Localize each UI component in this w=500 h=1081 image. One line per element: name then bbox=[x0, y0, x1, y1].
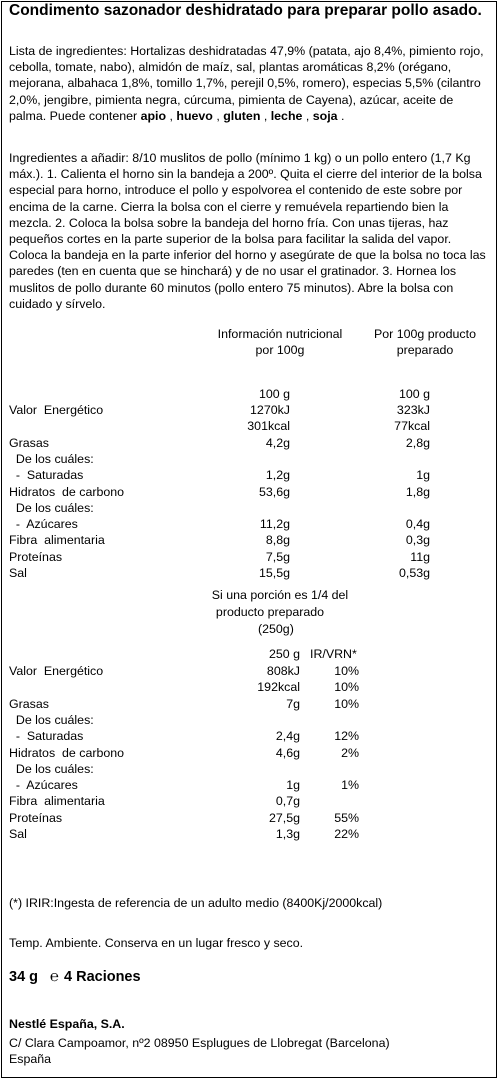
nutrient-value-col2: 323kJ bbox=[396, 403, 430, 417]
table2-header-line1: Si una porción es 1/4 del bbox=[211, 588, 349, 602]
nutrient-value-col1: 0,7g bbox=[275, 794, 300, 809]
nutrient-label: Fibra alimentaria bbox=[9, 794, 105, 809]
preparation-instructions: Ingredientes a añadir: 8/10 muslitos de … bbox=[9, 151, 486, 311]
nutrient-value-col1: 4,2g bbox=[265, 435, 290, 450]
nutrient-label: Grasas bbox=[9, 435, 49, 450]
nutrient-label: - Saturadas bbox=[9, 468, 84, 483]
nutrient-value-col2: 12% bbox=[334, 729, 359, 744]
nutrient-value-col2: 2% bbox=[341, 745, 359, 760]
net-weight: 34 g bbox=[9, 969, 39, 985]
nutrient-value-col2: 1% bbox=[341, 778, 359, 793]
company-address-line2: España bbox=[9, 1052, 52, 1066]
table2-header-line3: (250g) bbox=[258, 622, 294, 636]
nutrient-value-col1: 192kcal bbox=[257, 680, 300, 695]
nutrient-label: Valor Energético bbox=[9, 664, 104, 678]
storage-note: Temp. Ambiente. Conserva en un lugar fre… bbox=[9, 936, 304, 950]
nutrient-value-col1: 2,4g bbox=[275, 729, 300, 744]
nutrient-value-col2: 11g bbox=[410, 549, 430, 564]
ingredients-list: Lista de ingredientes: Hortalizas deshid… bbox=[9, 44, 484, 123]
nutrient-label: De los cuáles: bbox=[9, 451, 94, 466]
nutrient-value-col2: 10% bbox=[334, 680, 359, 695]
portions: 4 Raciones bbox=[64, 969, 141, 985]
nutrient-label: - Saturadas bbox=[9, 729, 84, 744]
estimated-sign: ℮ bbox=[50, 968, 60, 985]
table2-basis-col1: 250 g bbox=[268, 647, 300, 661]
nutrient-label: De los cuáles: bbox=[9, 712, 94, 727]
company-name: Nestlé España, S.A. bbox=[9, 1017, 125, 1031]
allergen-apio: apio bbox=[140, 108, 167, 123]
nutrient-value-col1: 1,3g bbox=[275, 827, 300, 841]
nutrient-value-col1: 1,2g bbox=[265, 468, 290, 483]
product-title: Condimento sazonador deshidratado para p… bbox=[9, 2, 482, 19]
table1-header-col2-line2: preparado bbox=[396, 343, 454, 357]
nutrient-label: Hidratos de carbono bbox=[9, 484, 125, 499]
nutrient-value-col1: 7,5g bbox=[265, 549, 290, 564]
nutrient-label: - Azúcares bbox=[9, 517, 78, 532]
nutrient-value-col2: 55% bbox=[334, 810, 359, 825]
nutrient-value-col1: 808kJ bbox=[266, 664, 300, 678]
nutrient-value-col1: 27,5g bbox=[268, 810, 300, 825]
nutrient-value-col2: 0,3g bbox=[405, 533, 430, 548]
nutrient-label: Sal bbox=[9, 566, 27, 580]
nutrient-value-col2: 0,53g bbox=[398, 566, 430, 580]
nutrient-label: Sal bbox=[9, 827, 27, 841]
nutrient-value-col1: 11,2g bbox=[259, 517, 290, 532]
nutrient-label: Hidratos de carbono bbox=[9, 745, 125, 760]
table2-header-line2: producto preparado bbox=[215, 605, 325, 619]
nutrient-value-col2: 10% bbox=[334, 664, 359, 678]
nutrient-value-col2: 1g bbox=[416, 468, 430, 483]
nutrient-label: Valor Energético bbox=[9, 403, 104, 417]
nutrient-label: De los cuáles: bbox=[9, 761, 94, 776]
allergen-leche: leche bbox=[270, 108, 303, 123]
nutrient-value-col2: 1,8g bbox=[405, 484, 430, 499]
nutrient-value-col1: 8,8g bbox=[265, 533, 290, 548]
nutrient-value-col1: 4,6g bbox=[275, 745, 300, 760]
nutrient-value-col1: 301kcal bbox=[247, 419, 290, 434]
nutrient-label: Fibra alimentaria bbox=[9, 533, 105, 548]
nutrient-value-col2: 0,4g bbox=[405, 517, 430, 532]
nutrient-label: De los cuáles: bbox=[9, 500, 94, 515]
table1-header-col1-line1: Información nutricional bbox=[217, 327, 343, 341]
nutrient-value-col1: 53,6g bbox=[258, 484, 290, 499]
table1-basis-col2: 100 g bbox=[398, 387, 430, 401]
footnote: (*) IRIR:Ingesta de referencia de un adu… bbox=[9, 896, 383, 910]
allergen-gluten: gluten bbox=[223, 108, 261, 123]
nutrient-label: Proteínas bbox=[9, 810, 63, 825]
company-address-line1: C/ Clara Campoamor, nº2 08950 Esplugues … bbox=[9, 1036, 390, 1050]
nutrient-value-col2: 77kcal bbox=[394, 419, 430, 434]
nutrient-value-col1: 15,5g bbox=[258, 566, 290, 580]
nutrient-value-col1: 7g bbox=[286, 696, 300, 711]
nutrient-label: Proteínas bbox=[9, 549, 63, 564]
nutrient-label: - Azúcares bbox=[9, 778, 78, 793]
table1-header-col1-line2: por 100g bbox=[255, 343, 305, 357]
nutrient-value-col2: 22% bbox=[334, 827, 359, 841]
table1-basis-col1: 100 g bbox=[258, 387, 290, 401]
allergen-soja: soja bbox=[312, 108, 338, 123]
nutrient-value-col1: 1270kJ bbox=[250, 403, 290, 417]
table2-basis-col2: IR/VRN* bbox=[310, 647, 357, 661]
nutrient-value-col2: 2,8g bbox=[405, 435, 430, 450]
nutrient-value-col1: 1g bbox=[286, 778, 300, 793]
nutrient-label: Grasas bbox=[9, 696, 49, 711]
nutrient-value-col2: 10% bbox=[334, 696, 359, 711]
allergen-huevo: huevo bbox=[176, 108, 213, 123]
table1-header-col2-line1: Por 100g producto bbox=[374, 327, 476, 341]
